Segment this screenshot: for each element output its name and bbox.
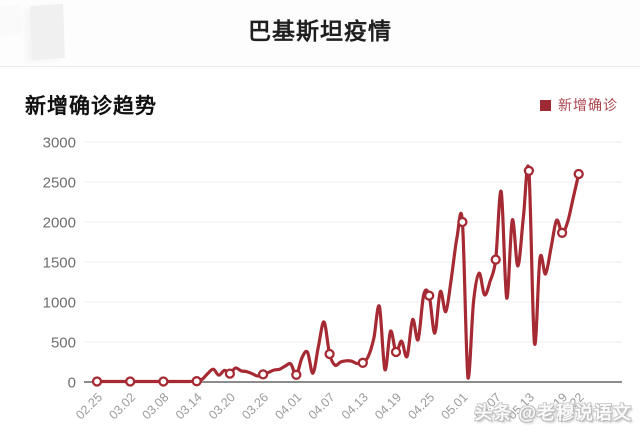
- legend-label: 新增确诊: [558, 97, 618, 113]
- data-point-marker[interactable]: [291, 369, 302, 380]
- x-tick-label: 05.07: [472, 390, 504, 422]
- x-tick-label: 04.25: [405, 390, 437, 422]
- page-title: 巴基斯坦疫情: [248, 18, 392, 44]
- y-tick-label: 3000: [43, 135, 76, 152]
- y-tick-label: 2500: [43, 175, 76, 192]
- y-tick-label: 1000: [43, 295, 76, 312]
- data-point-marker[interactable]: [191, 376, 202, 387]
- x-tick-label: 05.13: [505, 390, 537, 422]
- x-tick-label: 03.20: [206, 390, 238, 422]
- x-tick-label: 04.01: [272, 390, 304, 422]
- data-point-marker[interactable]: [390, 346, 402, 358]
- data-point-marker[interactable]: [457, 216, 468, 228]
- y-tick-label: 2000: [43, 215, 76, 232]
- x-tick-label: 04.13: [339, 390, 371, 422]
- legend-item-new-confirmed[interactable]: 新增确诊: [540, 95, 618, 115]
- data-point-marker[interactable]: [357, 357, 368, 368]
- y-tick-label: 500: [51, 335, 76, 352]
- y-tick-label: 1500: [43, 255, 76, 272]
- x-tick-label: 04.19: [372, 390, 404, 422]
- y-tick-label: 0: [68, 375, 76, 392]
- x-tick-label: 03.08: [140, 390, 172, 422]
- data-point-marker[interactable]: [224, 368, 236, 379]
- line-chart[interactable]: 0 500 1000 1500 2000 2500 3000 02.25 03.02 03.08 0…: [0, 125, 640, 438]
- data-point-marker[interactable]: [573, 168, 584, 180]
- page-corner-decoration: [30, 3, 65, 61]
- x-tick-label: 02.25: [73, 390, 105, 422]
- data-point-marker[interactable]: [158, 376, 169, 387]
- x-tick-label: 03.26: [239, 390, 271, 422]
- chart-title: 新增确诊趋势: [25, 95, 157, 118]
- data-point-marker[interactable]: [424, 290, 435, 301]
- chart-card-header: 新增确诊趋势 新增确诊: [0, 67, 640, 123]
- data-point-marker[interactable]: [125, 376, 136, 387]
- x-tick-label: 04.07: [306, 390, 338, 422]
- data-point-marker[interactable]: [556, 227, 568, 238]
- data-point-marker[interactable]: [490, 254, 501, 265]
- data-point-marker[interactable]: [257, 369, 269, 380]
- header: 巴基斯坦疫情: [0, 0, 640, 67]
- legend-swatch: [540, 99, 551, 111]
- x-tick-label: 05.01: [439, 390, 471, 422]
- data-point-marker[interactable]: [91, 376, 103, 387]
- chart-card: 新增确诊趋势 新增确诊 0 500 1000 1500 2000 2500 3000 02.2…: [0, 67, 640, 438]
- x-tick-label: 03.14: [173, 390, 205, 422]
- series-line: [95, 164, 581, 384]
- data-point-marker[interactable]: [324, 348, 335, 360]
- data-point-marker[interactable]: [523, 165, 535, 176]
- x-tick-label: 03.02: [106, 390, 138, 422]
